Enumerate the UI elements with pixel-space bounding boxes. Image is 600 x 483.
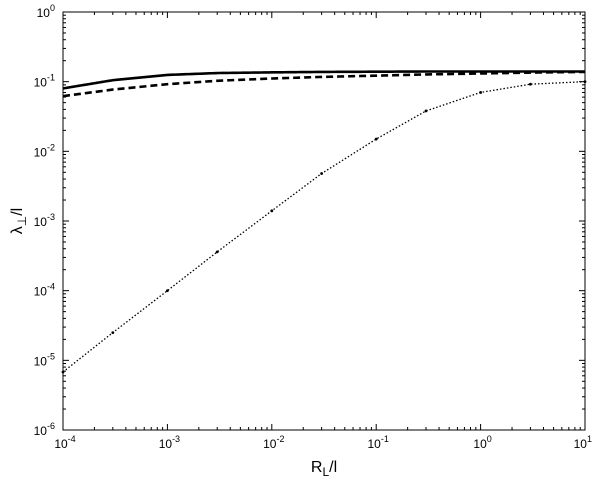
series-dotted-point bbox=[215, 250, 219, 254]
series-dotted-point bbox=[320, 172, 324, 175]
plot-area bbox=[63, 12, 585, 430]
series-dotted-point bbox=[424, 109, 428, 113]
tick-label-layer: 10-4 10-3 10-2 10-1 100 101 10-6 10-5 10-4 10-3 10… bbox=[34, 3, 592, 451]
series-dotted-point bbox=[529, 82, 532, 86]
y-tick-label: 10-5 bbox=[34, 351, 55, 368]
series-dotted-point bbox=[479, 91, 482, 94]
series-dotted-point bbox=[270, 209, 274, 213]
series-layer bbox=[61, 70, 587, 374]
x-tick-label: 10-2 bbox=[263, 434, 284, 451]
y-tick-label: 10-3 bbox=[34, 212, 55, 229]
series-dashed-line bbox=[62, 70, 586, 98]
x-axis-label: RL/l bbox=[311, 459, 337, 479]
y-tick-label: 10-4 bbox=[34, 282, 55, 299]
x-tick-label: 100 bbox=[473, 434, 491, 451]
y-axis-label: λ⊥/l bbox=[9, 208, 29, 234]
x-tick-label: 10-3 bbox=[159, 434, 180, 451]
x-tick-label: 10-1 bbox=[368, 434, 389, 451]
y-tick-label: 10-2 bbox=[34, 142, 55, 159]
y-tick-label: 100 bbox=[37, 3, 55, 20]
x-tick-label: 101 bbox=[574, 434, 592, 451]
series-dotted-point bbox=[111, 331, 115, 335]
y-tick-label: 10-1 bbox=[34, 73, 55, 90]
y-tick-label: 10-6 bbox=[34, 421, 55, 438]
x-tick-label: 10-4 bbox=[54, 434, 75, 451]
plot-frame bbox=[62, 11, 586, 431]
series-solid-line bbox=[62, 70, 585, 90]
series-dotted-point bbox=[166, 289, 169, 293]
series-dotted-point bbox=[374, 137, 378, 141]
